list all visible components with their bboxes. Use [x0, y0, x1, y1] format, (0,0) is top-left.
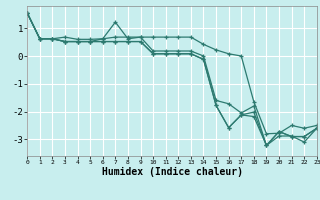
X-axis label: Humidex (Indice chaleur): Humidex (Indice chaleur): [101, 167, 243, 177]
